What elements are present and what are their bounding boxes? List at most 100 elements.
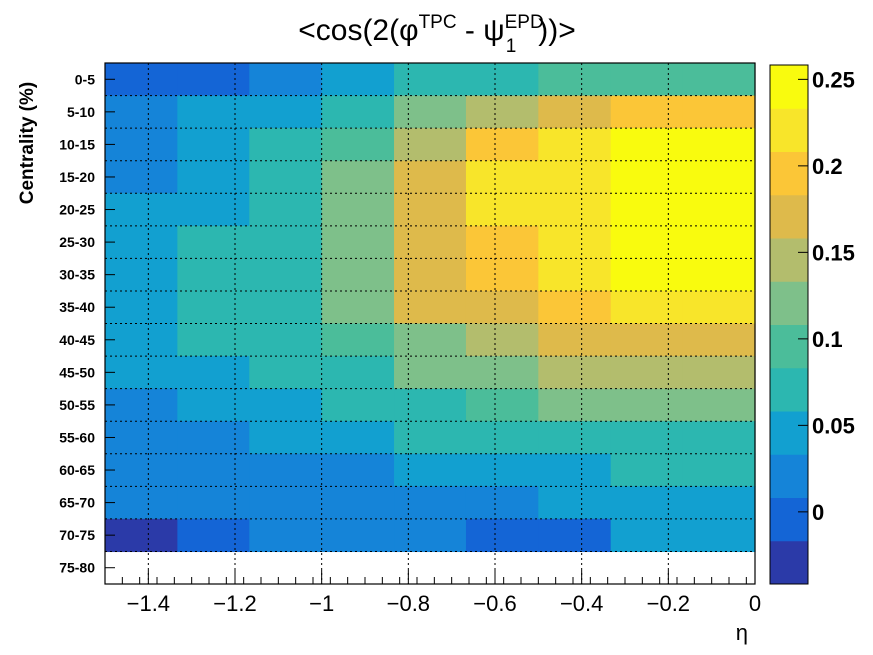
heatmap-cell bbox=[394, 160, 467, 194]
heatmap-cell bbox=[321, 193, 395, 227]
heatmap-cell bbox=[610, 95, 684, 129]
colorbar-segment bbox=[770, 411, 808, 455]
heatmap-cell bbox=[610, 453, 684, 487]
heatmap-cell bbox=[321, 421, 395, 455]
heatmap-cell bbox=[465, 356, 539, 390]
heatmap-cell bbox=[682, 225, 756, 259]
heatmap-cell bbox=[249, 323, 323, 357]
heatmap-cell bbox=[682, 356, 756, 390]
heatmap-cell bbox=[394, 128, 467, 162]
x-tick-label: −0.2 bbox=[647, 591, 690, 616]
colorbar: 0 0.05 0.1 0.15 0.2 0.25 bbox=[769, 64, 855, 585]
heatmap-cell bbox=[105, 95, 178, 129]
heatmap-cell bbox=[682, 518, 756, 553]
heatmap-cell bbox=[465, 258, 539, 292]
heatmap-cell bbox=[538, 160, 612, 194]
heatmap-cell bbox=[394, 356, 467, 390]
heatmap-cell bbox=[465, 95, 539, 129]
colorbar-segment bbox=[770, 238, 808, 282]
heatmap-cell bbox=[105, 518, 178, 553]
heatmap-cell bbox=[105, 486, 178, 520]
heatmap-cell bbox=[538, 193, 612, 227]
colorbar-tick-label: 0.25 bbox=[812, 67, 855, 92]
heatmap-cell bbox=[105, 453, 178, 487]
heatmap-cell bbox=[249, 356, 323, 390]
colorbar-tick-label: 0.05 bbox=[812, 413, 855, 438]
heatmap-cell bbox=[321, 258, 395, 292]
heatmap-cell bbox=[177, 258, 250, 292]
heatmap-cell bbox=[538, 388, 612, 422]
heatmap-cell bbox=[394, 193, 467, 227]
colorbar-segment bbox=[770, 324, 808, 369]
heatmap-cell bbox=[394, 421, 467, 455]
colorbar-segment bbox=[770, 108, 808, 152]
heatmap-cell bbox=[610, 486, 684, 520]
y-tick-label: 55-60 bbox=[59, 429, 95, 445]
heatmap-cell bbox=[394, 95, 467, 129]
heatmap-cell bbox=[249, 421, 323, 455]
heatmap-cell bbox=[682, 290, 756, 325]
y-tick-label: 35-40 bbox=[59, 299, 95, 315]
heatmap-cell bbox=[538, 323, 612, 357]
heatmap-cell bbox=[610, 323, 684, 357]
heatmap-cell bbox=[321, 518, 395, 553]
heatmap-cell bbox=[177, 63, 250, 97]
colorbar-frame bbox=[769, 64, 809, 585]
heatmap-cell bbox=[682, 63, 756, 97]
heatmap-cell bbox=[682, 323, 756, 357]
heatmap-cell bbox=[321, 128, 395, 162]
y-tick-label: 5-10 bbox=[67, 104, 95, 120]
heatmap-cell bbox=[177, 453, 250, 487]
heatmap-cell bbox=[610, 388, 684, 422]
colorbar-tick-label: 0.2 bbox=[812, 154, 843, 179]
x-tick-label: −1 bbox=[309, 591, 334, 616]
heatmap-cell bbox=[177, 225, 250, 259]
heatmap-cell bbox=[394, 486, 467, 520]
heatmap-cell bbox=[538, 356, 612, 390]
heatmap-cell bbox=[682, 160, 756, 194]
heatmap-cell bbox=[610, 421, 684, 455]
y-tick-label: 65-70 bbox=[59, 495, 95, 511]
y-tick-label: 70-75 bbox=[59, 527, 95, 543]
colorbar-segment bbox=[770, 65, 808, 109]
heatmap-cell bbox=[610, 258, 684, 292]
heatmap-cell bbox=[465, 225, 539, 259]
heatmap-cell bbox=[465, 388, 539, 422]
colorbar-segment bbox=[770, 194, 808, 239]
colorbar-tick-label: 0 bbox=[812, 500, 824, 525]
colorbar-tick-label: 0.15 bbox=[812, 240, 855, 265]
x-axis-title: η bbox=[736, 620, 748, 645]
heatmap-cell bbox=[249, 160, 323, 194]
heatmap-cell bbox=[465, 193, 539, 227]
y-tick-label: 10-15 bbox=[59, 136, 95, 152]
heatmap-cell bbox=[249, 453, 323, 487]
heatmap-cell bbox=[465, 290, 539, 325]
heatmap-cell bbox=[538, 225, 612, 259]
heatmap-cell bbox=[105, 63, 178, 97]
heatmap-cell bbox=[177, 193, 250, 227]
heatmap-cell bbox=[538, 95, 612, 129]
heatmap-cell bbox=[682, 421, 756, 455]
heatmap-cell bbox=[610, 193, 684, 227]
heatmap-cell bbox=[610, 290, 684, 325]
colorbar-segment bbox=[770, 540, 808, 585]
y-tick-label: 75-80 bbox=[59, 560, 95, 576]
heatmap-cell bbox=[610, 160, 684, 194]
heatmap-cell bbox=[177, 323, 250, 357]
heatmap-cell bbox=[321, 388, 395, 422]
colorbar-tick-label: 0.1 bbox=[812, 327, 843, 352]
heatmap-cell bbox=[538, 258, 612, 292]
heatmap-cell bbox=[465, 323, 539, 357]
heatmap-cell bbox=[394, 290, 467, 325]
heatmap-cell bbox=[249, 63, 323, 97]
heatmap-cell bbox=[249, 486, 323, 520]
heatmap-cell bbox=[538, 486, 612, 520]
heatmap-cell bbox=[538, 453, 612, 487]
colorbar-segment bbox=[770, 367, 808, 412]
colorbar-segment bbox=[770, 454, 808, 498]
heatmap-cell bbox=[177, 356, 250, 390]
heatmap-cell bbox=[465, 486, 539, 520]
heatmap-cell bbox=[394, 258, 467, 292]
heatmap-cell bbox=[538, 128, 612, 162]
